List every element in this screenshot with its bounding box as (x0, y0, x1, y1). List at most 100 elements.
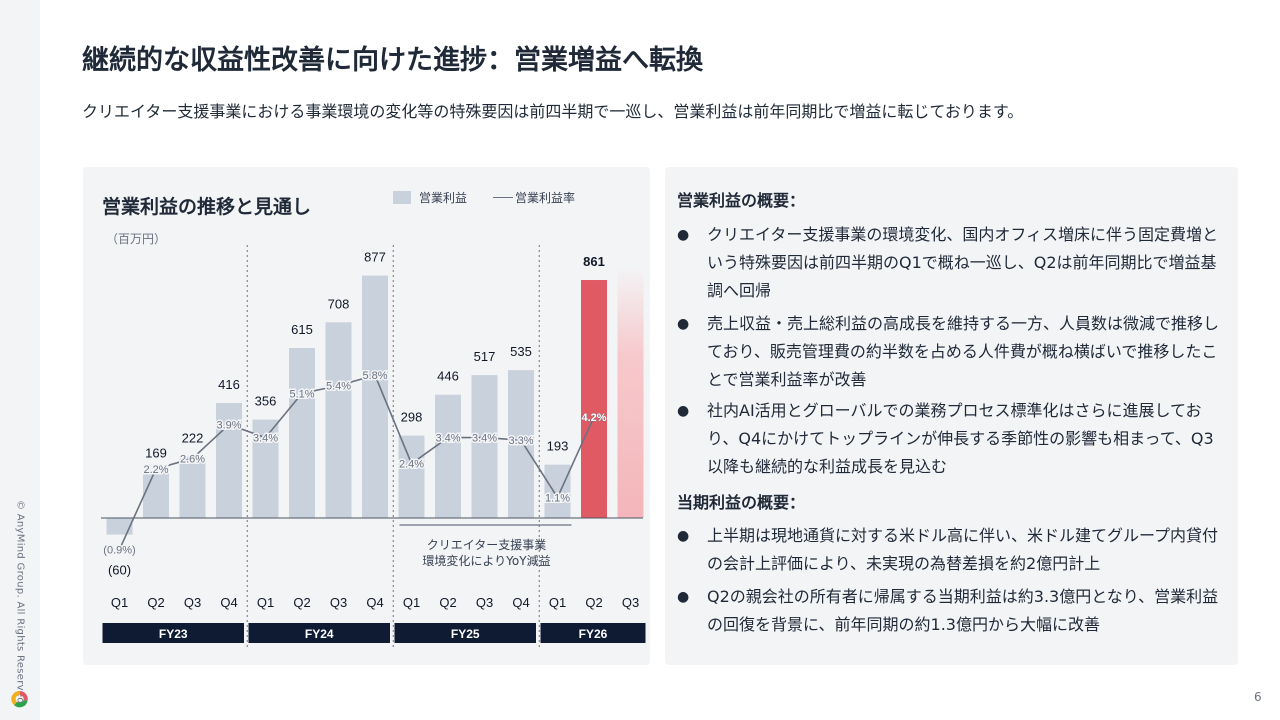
quarter-tick-label: Q2 (585, 595, 602, 610)
margin-label: 5.8% (362, 370, 387, 382)
bar-value-label: 708 (328, 296, 350, 311)
summary-panel: 営業利益の概要： ● クリエイター支援事業の環境変化、国内オフィス増床に伴う固定… (665, 167, 1238, 665)
bar-value-label: 298 (401, 410, 423, 425)
bar (471, 375, 498, 518)
margin-label: 5.4% (326, 381, 351, 393)
bullet-dot: ● (677, 403, 690, 419)
bar-value-label: 222 (182, 431, 204, 446)
bar (325, 322, 352, 518)
quarter-tick-label: Q4 (220, 595, 237, 610)
legend-line-swatch (493, 197, 514, 198)
legend-line-label: 営業利益率 (515, 191, 576, 205)
np-summary-heading: 当期利益の概要： (677, 493, 806, 512)
quarter-tick-label: Q1 (111, 595, 128, 610)
quarter-tick-label: Q2 (293, 595, 310, 610)
bar (544, 464, 571, 518)
copyright-text: © AnyMind Group. All Rights Reserved. (14, 500, 26, 708)
legend-bar-swatch (393, 191, 411, 204)
fy-label: FY26 (579, 627, 608, 641)
annotation-line-1: クリエイター支援事業 (427, 538, 547, 552)
bar-value-label: 535 (510, 344, 532, 359)
bullet-dot: ● (677, 316, 690, 332)
np-bullet-1: ● 上半期は現地通貨に対する米ドル高に伴い、米ドル建てグループ内貸付の会計上評価… (677, 522, 1225, 578)
op-bullet-3-text: 社内AI活用とグローバルでの業務プロセス標準化はさらに進展しており、Q4にかけて… (707, 401, 1214, 476)
op-bullet-1-text: クリエイター支援事業の環境変化、国内オフィス増床に伴う固定費増という特殊要因は前… (707, 225, 1219, 300)
margin-label: 1.1% (545, 492, 570, 504)
quarter-tick-label: Q2 (147, 595, 164, 610)
operating-profit-chart: (60) 169 222 416 356 615 708 877 298 446 517 535 193… (101, 245, 646, 647)
bar (143, 471, 169, 518)
op-summary-heading: 営業利益の概要： (677, 191, 806, 210)
fy-label: FY23 (159, 627, 188, 641)
bar (435, 394, 461, 518)
annotation-line-2: 環境変化によりYoY減益 (422, 553, 550, 568)
quarter-tick-label: Q2 (439, 595, 456, 610)
chart-legend: 営業利益 営業利益率 (393, 189, 575, 206)
bar-value-label: 517 (474, 349, 496, 364)
bar-value-label: 356 (255, 394, 277, 409)
op-bullet-2-text: 売上収益・売上総利益の高成長を維持する一方、人員数は微減で推移しており、販売管理… (707, 314, 1220, 389)
np-bullet-2-text: Q2の親会社の所有者に帰属する当期利益は約3.3億円となり、営業利益の回復を背景… (707, 587, 1219, 634)
margin-label: 3.4% (472, 433, 497, 445)
np-bullet-2: ● Q2の親会社の所有者に帰属する当期利益は約3.3億円となり、営業利益の回復を… (677, 583, 1225, 639)
bar-value-label: 615 (291, 322, 313, 337)
bar (289, 348, 315, 518)
bar-value-label: 861 (583, 254, 605, 269)
quarter-tick-label: Q3 (184, 595, 201, 610)
op-bullet-1: ● クリエイター支援事業の環境変化、国内オフィス増床に伴う固定費増という特殊要因… (677, 221, 1225, 305)
fy-label-bar (102, 623, 244, 643)
quarter-tick-label: Q1 (403, 595, 420, 610)
bar (581, 280, 607, 518)
bar (398, 435, 425, 518)
bar-value-label: (60) (108, 563, 131, 578)
chart-title: 営業利益の推移と見通し (102, 196, 312, 218)
fy-label-bar (248, 623, 390, 643)
left-strip (0, 0, 40, 720)
np-bullet-1-text: 上半期は現地通貨に対する米ドル高に伴い、米ドル建てグループ内貸付の会計上評価によ… (707, 526, 1219, 573)
margin-label: 5.1% (289, 388, 314, 400)
margin-label: 2.6% (180, 453, 205, 465)
quarter-tick-label: Q4 (366, 595, 383, 610)
bar (106, 518, 133, 535)
margin-label: 3.9% (216, 420, 241, 432)
bar-value-label: 416 (218, 377, 240, 392)
margin-label: 3.4% (435, 433, 460, 445)
op-bullet-3: ● 社内AI活用とグローバルでの業務プロセス標準化はさらに進展しており、Q4にか… (677, 397, 1225, 481)
bar (216, 403, 242, 518)
page-title: 継続的な収益性改善に向けた進捗：営業増益へ転換 (82, 45, 703, 76)
fy-label-bar (394, 623, 536, 643)
bar-value-label: 169 (145, 445, 167, 460)
quarter-tick-label: Q4 (512, 595, 529, 610)
bar (508, 370, 534, 518)
quarter-tick-label: Q1 (549, 595, 566, 610)
bar (252, 419, 279, 518)
margin-line (118, 374, 595, 550)
bar-value-label: 193 (547, 439, 569, 454)
quarter-tick-label: Q1 (257, 595, 274, 610)
margin-label: 4.2% (581, 412, 606, 424)
fy-label: FY24 (305, 627, 334, 641)
bar-value-label: 446 (437, 369, 459, 384)
page-subtitle: クリエイター支援事業における事業環境の変化等の特殊要因は前四半期で一巡し、営業利… (82, 102, 1024, 121)
bar (179, 456, 206, 518)
chart-panel: 営業利益の推移と見通し （百万円） 営業利益 営業利益率 (60) 169 222 4… (83, 167, 650, 665)
quarter-tick-label: Q3 (330, 595, 347, 610)
quarter-tick-label: Q3 (622, 595, 639, 610)
quarter-tick-label: Q3 (476, 595, 493, 610)
margin-label: 3.4% (253, 433, 278, 445)
fy-label: FY25 (451, 627, 480, 641)
fy-label-bar (540, 623, 646, 643)
op-bullet-2: ● 売上収益・売上総利益の高成長を維持する一方、人員数は微減で推移しており、販売… (677, 310, 1225, 394)
bullet-dot: ● (677, 227, 690, 243)
margin-label: 2.2% (143, 464, 168, 476)
margin-label: (0.9%) (103, 544, 135, 556)
page-number: 6 (1254, 690, 1262, 704)
bullet-dot: ● (677, 528, 690, 544)
forecast-bar (617, 267, 644, 518)
margin-label: 2.4% (399, 459, 424, 471)
legend-bar-label: 営業利益 (419, 191, 468, 205)
bar-value-label: 877 (364, 250, 386, 265)
bullet-dot: ● (677, 589, 690, 605)
company-logo-icon (11, 690, 28, 708)
margin-label: 3.3% (508, 435, 533, 447)
